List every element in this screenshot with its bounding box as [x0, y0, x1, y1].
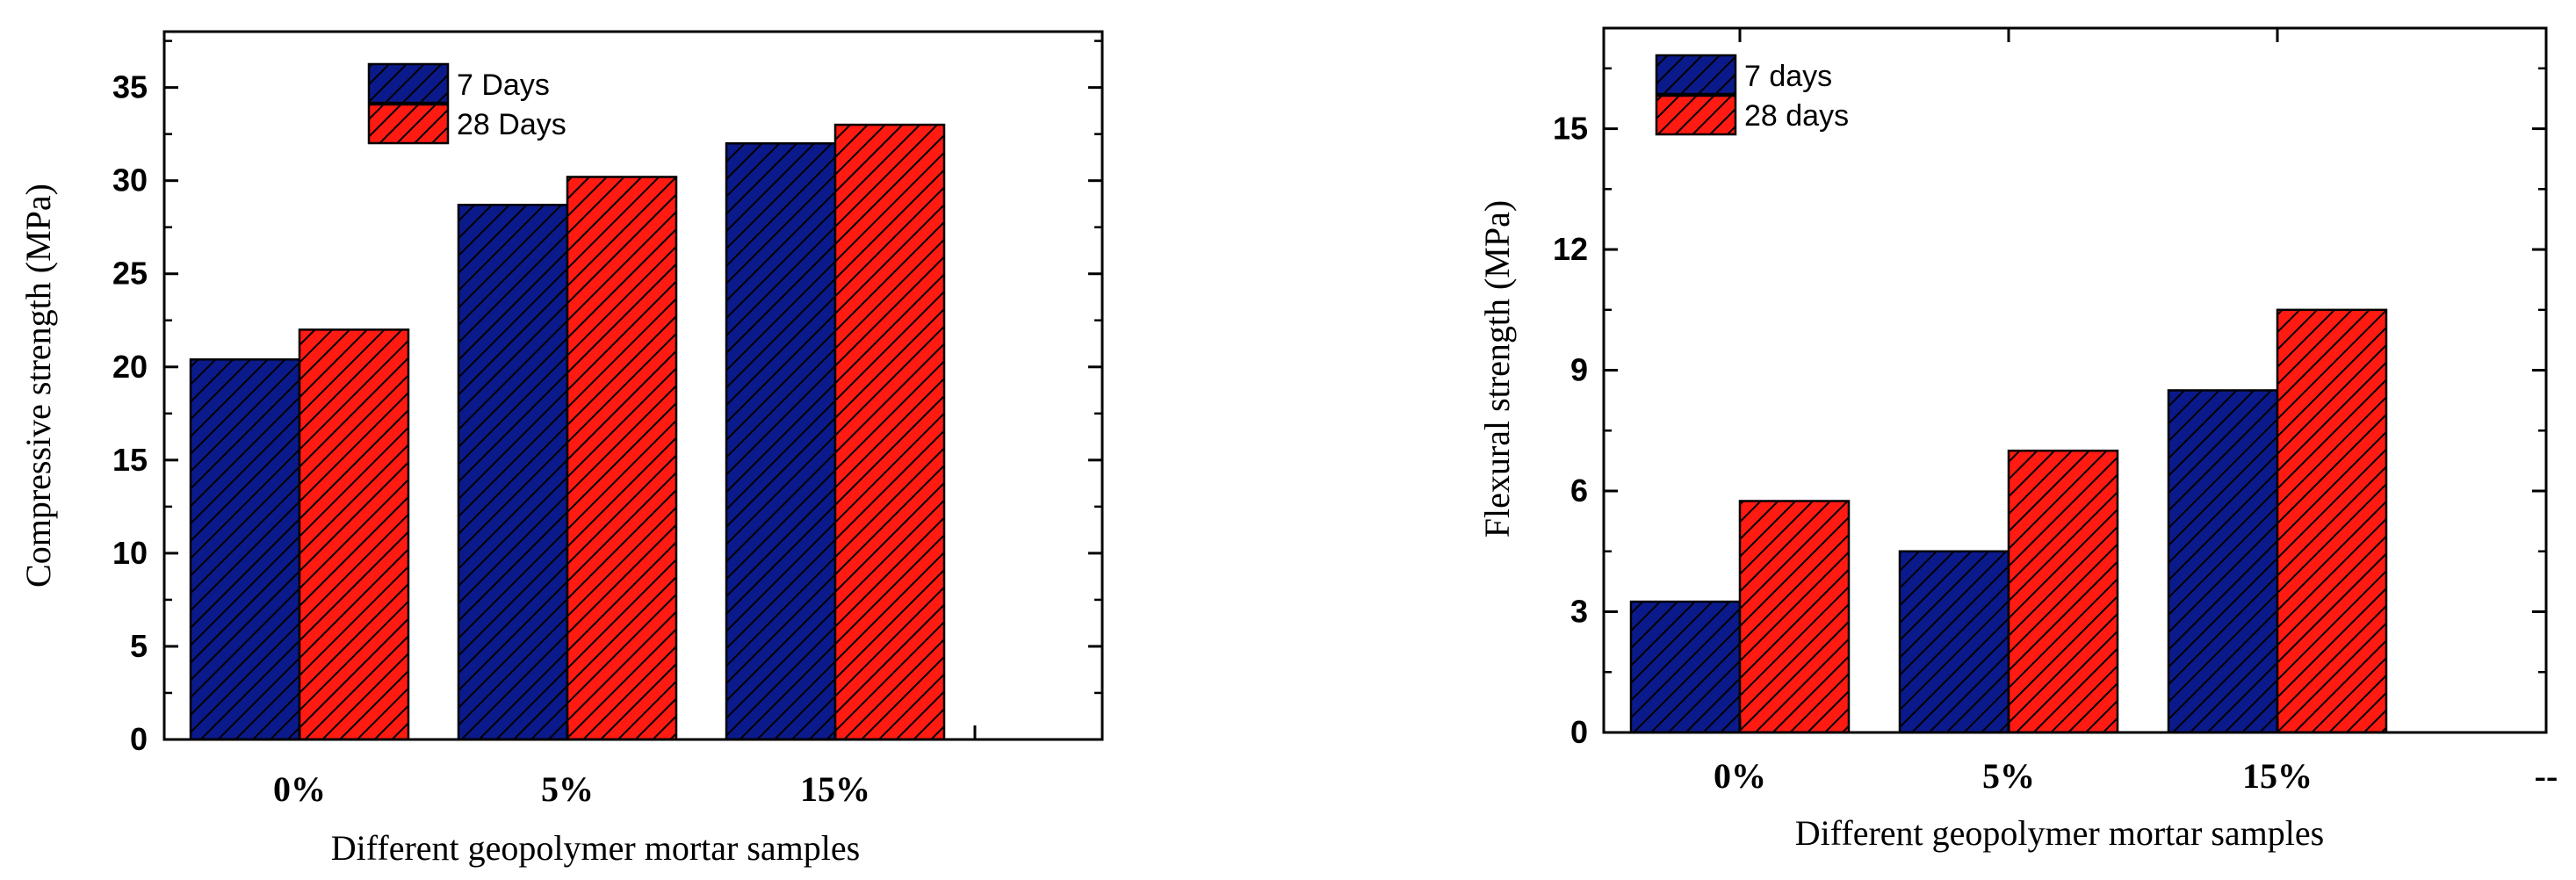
compressive-bar-7-days-15 [725, 142, 837, 741]
flexural-bar-28-days-15 [2276, 308, 2388, 734]
flexural-y-tick-label: 9 [1570, 352, 1588, 388]
compressive-legend-label-28-days: 28 Days [457, 108, 566, 141]
compressive-legend-swatch-28-days [367, 103, 450, 145]
compressive-legend-label-7-days: 7 Days [457, 69, 550, 102]
flexural-legend-swatch-28-days [1655, 94, 1737, 136]
compressive-plot-frame [162, 30, 1104, 741]
flexural-legend-swatch-7-days [1655, 54, 1737, 96]
compressive-bar-28-days-0 [298, 328, 410, 741]
compressive-bar-7-days-5 [457, 204, 569, 741]
compressive-bars [189, 123, 946, 741]
compressive-y-tick-label: 10 [112, 535, 148, 571]
flexural-x-axis-title: Different geopolymer mortar samples [1795, 813, 2324, 853]
flexural-ticks: 0 3 6 9 12 15 0% 5% 15% -- [1553, 28, 2558, 796]
compressive-y-tick-label: 30 [112, 162, 148, 198]
flexural-bar-7-days-15 [2167, 389, 2279, 734]
flexural-y-tick-label: 15 [1553, 111, 1588, 147]
compressive-legend: 7 Days 28 Days [367, 62, 566, 145]
compressive-bar-28-days-15 [833, 123, 946, 741]
compressive-x-tick-label-0: 0% [273, 769, 326, 809]
flexural-bar-7-days-5 [1898, 550, 2010, 734]
flexural-y-tick-label: 6 [1570, 472, 1588, 509]
compressive-bar-7-days-0 [189, 358, 301, 741]
compressive-y-tick-label: 0 [130, 721, 148, 757]
compressive-legend-swatch-7-days [367, 62, 450, 105]
flexural-x-tick-label-0: 0% [1714, 756, 1766, 796]
flexural-y-tick-label: 0 [1570, 714, 1588, 750]
flexural-y-axis-title: Flexural strength (MPa) [1477, 200, 1517, 537]
flexural-strength-chart: 0 3 6 9 12 15 0% 5% 15% -- Flexural strength (MPa… [1477, 26, 2558, 853]
flexural-bar-28-days-0 [1738, 500, 1851, 734]
compressive-y-axis-title: Compressive strength (MPa) [18, 184, 58, 588]
flexural-legend-label-28-days: 28 days [1744, 99, 1849, 133]
compressive-y-tick-label: 25 [112, 256, 148, 292]
flexural-bar-7-days-0 [1629, 600, 1742, 734]
compressive-y-tick-label: 5 [130, 628, 148, 664]
compressive-x-tick-label-5: 5% [541, 769, 594, 809]
compressive-ticks: 0 5 10 15 20 25 30 35 0% 5% 15% [112, 40, 1102, 809]
compressive-y-tick-label: 35 [112, 69, 148, 105]
compressive-strength-chart: 0 5 10 15 20 25 30 35 0% 5% 15% Compressive streng… [18, 30, 1104, 868]
flexural-y-tick-label: 12 [1553, 231, 1588, 267]
flexural-legend-label-7-days: 7 days [1744, 60, 1832, 93]
compressive-y-tick-label: 20 [112, 349, 148, 385]
flexural-x-tick-label-: -- [2535, 756, 2558, 796]
flexural-x-tick-label-5: 5% [1982, 756, 2035, 796]
flexural-x-tick-label-15: 15% [2242, 756, 2313, 796]
flexural-plot-frame [1602, 26, 2548, 734]
flexural-y-tick-label: 3 [1570, 594, 1588, 630]
flexural-legend: 7 days 28 days [1655, 54, 1849, 136]
flexural-bar-28-days-5 [2007, 449, 2119, 734]
compressive-y-tick-label: 15 [112, 442, 148, 478]
compressive-x-axis-title: Different geopolymer mortar samples [331, 828, 860, 868]
compressive-x-tick-label-15: 15% [800, 769, 870, 809]
flexural-bars [1629, 308, 2388, 734]
compressive-bar-28-days-5 [566, 176, 678, 741]
